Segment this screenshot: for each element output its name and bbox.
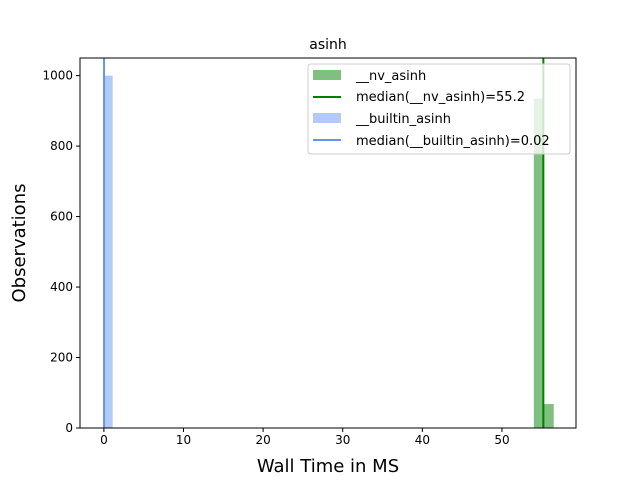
chart-title: asinh (309, 37, 347, 53)
y-tick-label: 200 (50, 351, 73, 365)
legend-label-nv-asinh-median: median(__nv_asinh)=55.2 (356, 90, 525, 105)
y-tick-label: 400 (50, 280, 73, 294)
x-tick-label: 10 (176, 433, 191, 447)
y-tick-label: 0 (65, 421, 73, 435)
plot-frame (79, 57, 577, 429)
x-tick-label: 20 (255, 433, 270, 447)
legend-swatch-nv-asinh (313, 70, 341, 80)
x-tick-label: 30 (335, 433, 350, 447)
legend-swatch-builtin-asinh (313, 113, 341, 123)
y-tick-label: 600 (50, 210, 73, 224)
y-tick-label: 800 (50, 139, 73, 153)
y-axis-ticks: 0 200 400 600 800 1000 (42, 69, 80, 435)
legend-label-builtin-asinh: __builtin_asinh (355, 112, 451, 127)
x-tick-label: 0 (100, 433, 108, 447)
x-tick-label: 40 (415, 433, 430, 447)
x-tick-label: 50 (494, 433, 509, 447)
histogram-bar (533, 98, 544, 429)
y-tick-label: 1000 (42, 69, 73, 83)
bars-layer (104, 75, 554, 429)
legend: __nv_asinh median(__nv_asinh)=55.2 __bui… (307, 63, 571, 155)
legend-label-nv-asinh: __nv_asinh (355, 69, 426, 84)
legend-label-builtin-asinh-median: median(__builtin_asinh)=0.02 (356, 134, 550, 149)
y-axis-label: Observations (9, 184, 30, 303)
histogram-bar (104, 75, 113, 428)
legend-box (307, 63, 571, 155)
x-axis-ticks: 0 10 20 30 40 50 (100, 428, 510, 447)
x-axis-label: Wall Time in MS (257, 456, 399, 477)
histogram-bar (543, 404, 554, 428)
